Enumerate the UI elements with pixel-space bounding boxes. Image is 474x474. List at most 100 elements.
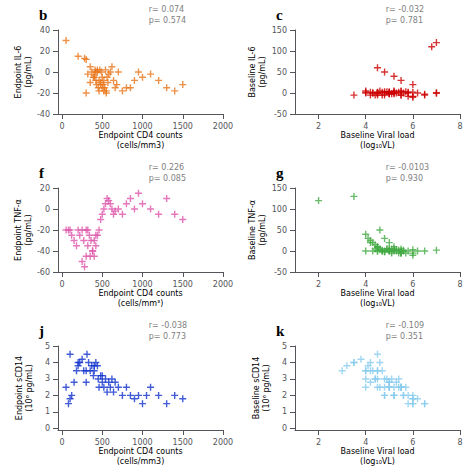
svg-text:40: 40 [40,26,50,35]
svg-text:1: 1 [45,407,50,416]
svg-text:3: 3 [45,374,50,383]
svg-text:2: 2 [316,122,321,131]
svg-text:1000: 1000 [132,122,152,131]
svg-text:k: k [276,323,285,339]
svg-text:r= -0.038: r= -0.038 [149,321,187,330]
svg-text:0: 0 [45,424,50,433]
svg-text:(log₁₀VL): (log₁₀VL) [360,457,395,466]
svg-text:(pg/mL): (pg/mL) [258,214,267,245]
svg-text:(pg/mL): (pg/mL) [24,56,33,87]
svg-text:Baseline TNF-α: Baseline TNF-α [248,200,257,260]
svg-text:Baseline Viral load: Baseline Viral load [340,289,414,298]
svg-text:Endpoint CD4 counts: Endpoint CD4 counts [98,447,182,456]
svg-text:20: 20 [40,184,50,193]
svg-text:150: 150 [272,184,287,193]
svg-text:r= -0.0103: r= -0.0103 [386,163,429,172]
svg-text:Endpoint sCD14: Endpoint sCD14 [15,356,24,420]
svg-text:5: 5 [45,342,50,351]
svg-text:Endpoint IL-6: Endpoint IL-6 [14,46,23,99]
svg-text:6: 6 [410,438,415,447]
svg-text:p= 0.574: p= 0.574 [149,16,186,25]
svg-text:-50: -50 [274,268,287,277]
svg-text:Baseline IL-6: Baseline IL-6 [248,46,257,97]
svg-text:50: 50 [277,226,287,235]
svg-text:0: 0 [45,205,50,214]
svg-text:-40: -40 [37,247,50,256]
svg-text:500: 500 [95,280,110,289]
svg-text:-50: -50 [274,110,287,119]
svg-text:-20: -20 [37,89,50,98]
svg-text:(pg/mL): (pg/mL) [24,214,33,245]
svg-text:1000: 1000 [132,280,152,289]
svg-text:r= -0.032: r= -0.032 [386,5,424,14]
svg-text:150: 150 [272,26,287,35]
svg-text:(cells/mm³): (cells/mm³) [118,299,164,308]
svg-text:(pg/mL): (pg/mL) [258,56,267,87]
svg-text:p= 0.773: p= 0.773 [149,332,186,341]
svg-text:Baseline Viral load: Baseline Viral load [340,447,414,456]
svg-text:8: 8 [457,438,462,447]
svg-text:50: 50 [277,68,287,77]
svg-text:1500: 1500 [173,122,193,131]
svg-text:r= 0.226: r= 0.226 [149,163,184,172]
svg-text:2: 2 [316,438,321,447]
svg-text:8: 8 [457,280,462,289]
svg-text:p= 0.781: p= 0.781 [386,16,423,25]
svg-text:8: 8 [457,122,462,131]
svg-text:100: 100 [272,47,287,56]
svg-text:4: 4 [363,438,368,447]
svg-text:-40: -40 [37,110,50,119]
svg-text:0: 0 [59,438,64,447]
svg-text:(cells/mm3): (cells/mm3) [117,457,165,466]
svg-text:0: 0 [59,122,64,131]
svg-text:2: 2 [282,391,287,400]
svg-text:4: 4 [363,280,368,289]
svg-text:500: 500 [95,122,110,131]
svg-text:2000: 2000 [213,280,233,289]
svg-text:Endpoint CD4 counts: Endpoint CD4 counts [98,131,182,140]
svg-text:0: 0 [45,68,50,77]
svg-text:6: 6 [410,122,415,131]
svg-text:(log₁₀VL): (log₁₀VL) [360,141,395,150]
svg-text:2: 2 [316,280,321,289]
svg-text:500: 500 [95,438,110,447]
svg-text:0: 0 [282,247,287,256]
svg-text:-60: -60 [37,268,50,277]
svg-text:(10⁶ pg/mL): (10⁶ pg/mL) [262,364,271,411]
svg-text:(log₁₀VL): (log₁₀VL) [360,299,395,308]
svg-text:2000: 2000 [213,438,233,447]
svg-text:-20: -20 [37,226,50,235]
svg-text:(10⁶ pg/mL): (10⁶ pg/mL) [25,364,34,411]
svg-text:1: 1 [282,407,287,416]
svg-text:0: 0 [59,280,64,289]
svg-text:3: 3 [282,374,287,383]
svg-text:4: 4 [282,358,287,367]
svg-text:0: 0 [282,424,287,433]
svg-text:r= -0.109: r= -0.109 [386,321,424,330]
svg-text:p= 0.085: p= 0.085 [149,174,186,183]
svg-text:1500: 1500 [173,438,193,447]
svg-text:p= 0.351: p= 0.351 [386,332,423,341]
svg-text:1000: 1000 [132,438,152,447]
svg-text:Endpoint TNF-α: Endpoint TNF-α [14,199,23,261]
svg-text:f: f [39,165,45,181]
svg-text:j: j [38,323,44,339]
svg-text:Baseline Viral load: Baseline Viral load [340,131,414,140]
svg-text:4: 4 [363,122,368,131]
svg-text:4: 4 [45,358,50,367]
svg-text:0: 0 [282,89,287,98]
svg-text:2000: 2000 [213,122,233,131]
svg-text:Endpoint CD4 counts: Endpoint CD4 counts [98,289,182,298]
svg-text:(cells/mm3): (cells/mm3) [117,141,165,150]
svg-text:c: c [276,7,283,23]
svg-text:6: 6 [410,280,415,289]
svg-text:5: 5 [282,342,287,351]
svg-text:1500: 1500 [173,280,193,289]
svg-text:Baseline sCD14: Baseline sCD14 [252,357,261,420]
svg-text:g: g [276,165,284,181]
svg-text:20: 20 [40,47,50,56]
svg-text:r= 0.074: r= 0.074 [149,5,184,14]
svg-text:b: b [39,7,47,23]
svg-text:2: 2 [45,391,50,400]
svg-text:100: 100 [272,205,287,214]
